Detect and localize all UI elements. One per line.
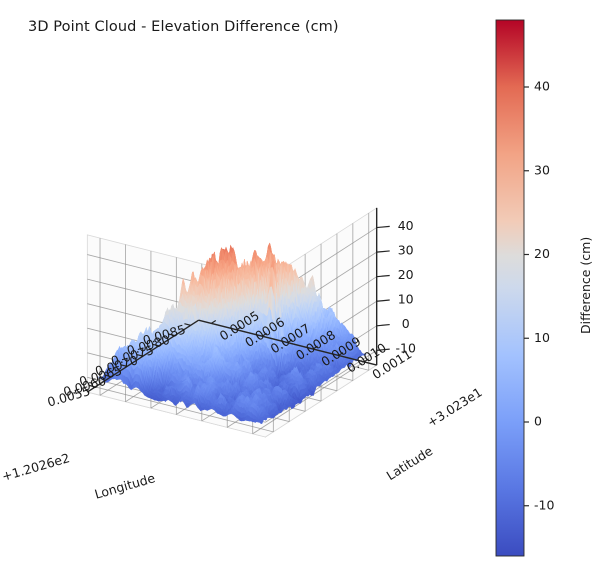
x-offset-text: +1.2026e2 [0, 450, 71, 484]
tick-label-z: 40 [398, 218, 414, 233]
y-offset-text: +3.023e1 [424, 384, 484, 430]
tick-z [376, 225, 390, 229]
colorbar-tick-label: 30 [534, 162, 550, 177]
x-axis-label: Longitude [93, 470, 157, 502]
tick-y [236, 326, 242, 331]
tick-x [152, 343, 159, 347]
tick-y [338, 352, 344, 356]
tick-y [312, 345, 318, 350]
tick-y [210, 319, 217, 324]
colorbar-tick-label: 20 [534, 246, 550, 261]
tick-label-z: 10 [398, 292, 414, 307]
gridline-floor-y [252, 361, 365, 435]
axes-ticks [88, 225, 390, 388]
tick-x [120, 364, 128, 367]
colorbar-label: Difference (cm) [578, 236, 593, 334]
tick-x [104, 374, 112, 378]
tick-label-z: -10 [395, 341, 415, 356]
colorbar-gradient[interactable] [495, 19, 525, 557]
tick-x [136, 353, 144, 357]
tick-z [376, 250, 390, 253]
surface-mesh [97, 242, 367, 425]
spine-x [86, 319, 199, 393]
tick-label-z: 0 [402, 316, 410, 331]
colorbar-tick-label: -10 [534, 497, 554, 512]
colorbar[interactable]: 40 30 20 10 0 -10 [495, 19, 554, 557]
tick-z [376, 323, 390, 327]
tick-y [261, 332, 267, 337]
tick-z [376, 299, 390, 302]
colorbar-tick-label: 10 [534, 330, 550, 345]
tick-z [376, 348, 390, 351]
tick-y [287, 339, 293, 344]
tick-x [88, 384, 96, 388]
page-title: 3D Point Cloud - Elevation Difference (c… [28, 19, 339, 35]
tick-z [376, 274, 390, 278]
tick-y [363, 358, 369, 363]
tick-x [168, 333, 175, 337]
colorbar-ticks: 40 30 20 10 0 -10 [524, 79, 554, 512]
tick-label-z: 30 [398, 242, 414, 257]
y-axis-label: Latitude [384, 443, 436, 483]
gridline-back-z [265, 350, 377, 423]
tick-x [184, 323, 191, 326]
colorbar-tick-label: 40 [534, 79, 550, 94]
colorbar-tick-label: 0 [534, 414, 542, 429]
tick-label-z: 20 [398, 267, 414, 282]
